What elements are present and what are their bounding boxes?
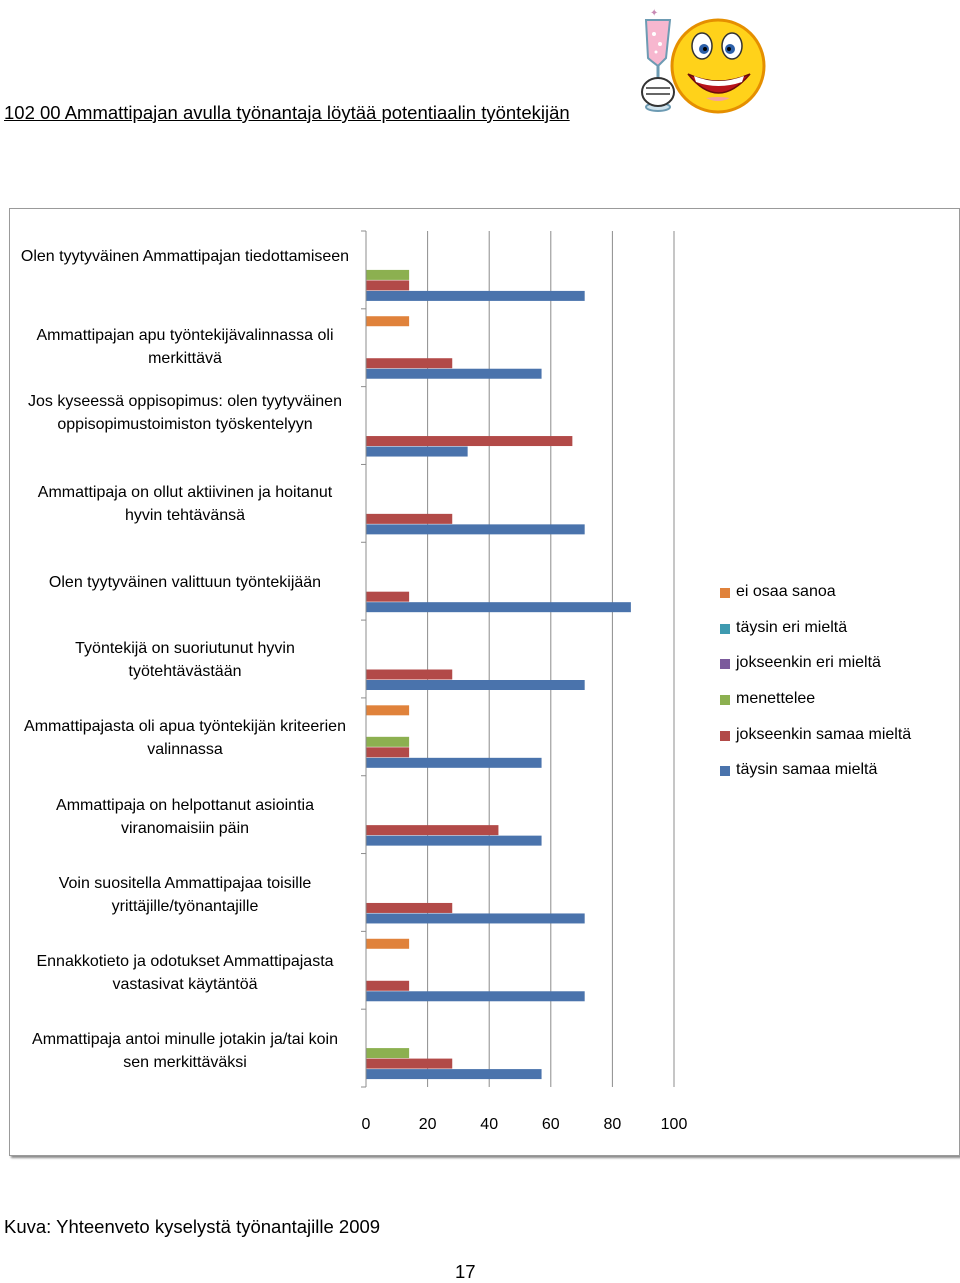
legend-swatch <box>720 659 730 670</box>
legend-label: menettelee <box>736 690 816 708</box>
page-title: 102 00 Ammattipajan avulla työnantaja lö… <box>4 102 570 123</box>
figure-caption: Kuva: Yhteenveto kyselystä työnantajille… <box>4 1216 381 1237</box>
legend-label: täysin samaa mieltä <box>736 761 878 779</box>
legend-swatch <box>720 588 730 598</box>
category-label: Työntekijä on suoriutunut hyvin työtehtä… <box>75 640 295 680</box>
legend-swatch <box>720 623 730 634</box>
legend-swatch <box>720 766 730 777</box>
legend-label: täysin eri mieltä <box>736 618 848 636</box>
legend-swatch <box>720 730 730 741</box>
legend-label: ei osaa sanoa <box>736 583 836 600</box>
category-label: Olen tyytyväinen Ammattipajan tiedottami… <box>20 248 350 265</box>
legend-label: jokseenkin samaa mieltä <box>736 725 912 743</box>
category-label: Ammattipaja on ollut aktiivinen ja hoita… <box>37 484 333 524</box>
page-number: 17 <box>455 1261 476 1282</box>
category-label: Ammattipaja on helpottanut asiointia vir… <box>56 797 314 837</box>
category-label: Jos kyseessä oppisopimus: olen tyytyväin… <box>28 393 342 433</box>
category-label: Ammattipajasta oli apua työntekijän krit… <box>24 718 346 758</box>
category-label: Olen tyytyväinen valittuun työntekijään <box>48 574 322 591</box>
category-label: Voin suositella Ammattipajaa toisille yr… <box>58 875 312 915</box>
category-label: Ammattipajan apu työntekijävalinnassa ol… <box>36 327 334 367</box>
smiley-with-champagne-glass-icon: ✦ <box>641 8 766 114</box>
svg-text:✦: ✦ <box>650 8 658 19</box>
category-label: Ammattipaja antoi minulle jotakin ja/tai… <box>32 1031 338 1071</box>
legend-label: jokseenkin eri mieltä <box>736 654 881 672</box>
category-label: Ennakkotieto ja odotukset Ammattipajasta… <box>36 953 334 993</box>
legend-swatch <box>720 695 730 706</box>
